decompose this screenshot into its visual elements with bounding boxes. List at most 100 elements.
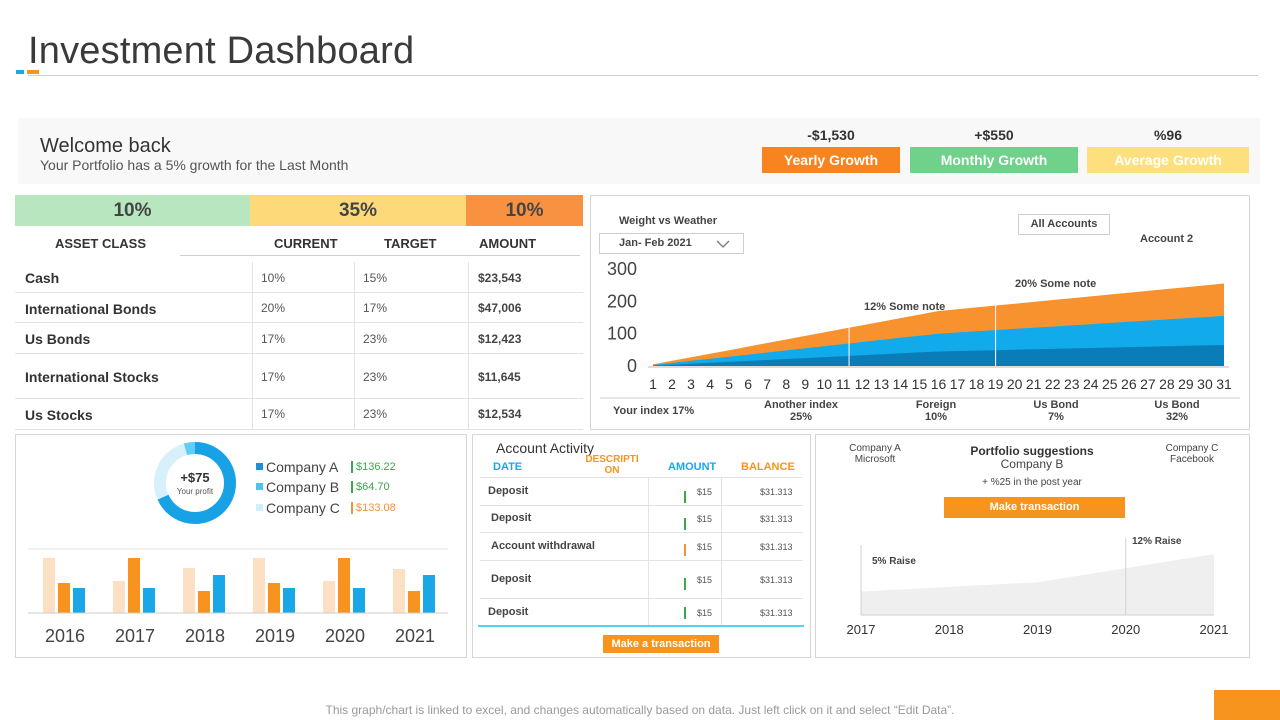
footer-index: Us Bond 7%: [1006, 399, 1106, 423]
raise-label-2: 12% Raise: [1132, 536, 1182, 547]
area-series-bottom: [653, 345, 1224, 366]
footer-index-value: 32%: [1165, 411, 1189, 423]
x-tick-label: 19: [988, 376, 1004, 392]
bar-series1: [113, 581, 125, 613]
activity-amount: $15: [697, 487, 713, 497]
bar-series2: [338, 558, 350, 613]
asset-name: Us Bonds: [25, 331, 91, 347]
asset-current: 17%: [261, 370, 286, 384]
activity-balance: $31.313: [760, 514, 793, 524]
account-label: Account 2: [1140, 233, 1194, 245]
footer-index-value: 7%: [1048, 411, 1064, 423]
company-c-sub: Facebook: [1170, 454, 1214, 465]
activity-mark: [684, 544, 686, 556]
asset-current: 20%: [261, 301, 286, 315]
bar-series3: [423, 575, 435, 613]
activity-header-balance: BALANCE: [741, 461, 795, 473]
x-tick-label: 16: [931, 376, 947, 392]
header-current: CURRENT: [274, 236, 338, 251]
bar-series3: [283, 588, 295, 613]
asset-target: 23%: [363, 370, 388, 384]
your-index-label: Your index 17%: [613, 405, 695, 417]
activity-divider: [480, 477, 803, 478]
footer-index-name: Another index: [764, 399, 838, 411]
footer-note: This graph/chart is linked to excel, and…: [325, 703, 955, 717]
raise-label-1: 5% Raise: [872, 556, 916, 567]
title-divider: [28, 75, 1258, 76]
asset-target: 17%: [363, 301, 388, 315]
asset-amount: $23,543: [478, 271, 522, 285]
average-growth-button[interactable]: Average Growth: [1087, 147, 1249, 173]
legend-company-a: Company A: [266, 459, 339, 475]
activity-row-divider: [480, 505, 803, 506]
asset-target: 15%: [363, 271, 388, 285]
yearly-growth-button[interactable]: Yearly Growth: [762, 147, 900, 173]
bar-series2: [198, 591, 210, 613]
x-tick-label: 1: [649, 376, 657, 392]
table-row-divider: [15, 292, 583, 293]
table-row-divider: [15, 353, 583, 354]
table-header-divider: [180, 255, 580, 256]
make-a-transaction-button[interactable]: Make a transaction: [603, 635, 719, 653]
growth-note: + %25 in the post year: [982, 477, 1082, 488]
y-tick-label: 100: [607, 324, 637, 344]
table-col-divider: [252, 262, 253, 430]
x-tick-label: 2019: [1023, 622, 1052, 637]
x-tick-label: 3: [687, 376, 695, 392]
x-tick-label: 30: [1197, 376, 1213, 392]
all-accounts-button[interactable]: All Accounts: [1018, 214, 1110, 235]
bar-series1: [183, 568, 195, 613]
asset-name: International Bonds: [25, 301, 157, 317]
asset-name: International Stocks: [25, 369, 159, 385]
x-tick-label: 8: [782, 376, 790, 392]
bar-category-label: 2021: [395, 626, 435, 646]
x-tick-label: 20: [1007, 376, 1023, 392]
welcome-subtitle: Your Portfolio has a 5% growth for the L…: [40, 157, 349, 173]
x-tick-label: 25: [1102, 376, 1118, 392]
accent-blue-mark: [16, 70, 24, 74]
asset-target: 23%: [363, 407, 388, 421]
header-asset-class: ASSET CLASS: [55, 236, 147, 251]
bar-series3: [213, 575, 225, 613]
corner-accent: [1214, 690, 1280, 720]
monthly-growth-button[interactable]: Monthly Growth: [910, 147, 1078, 173]
asset-name: Us Stocks: [25, 407, 93, 423]
make-transaction-button[interactable]: Make transaction: [944, 497, 1125, 518]
asset-current: 17%: [261, 407, 286, 421]
activity-header-description: DESCRIPTI ON: [585, 454, 639, 476]
chevron-down-icon: [716, 240, 730, 248]
footer-index-name: Foreign: [915, 399, 957, 411]
activity-balance: $31.313: [760, 575, 793, 585]
portfolio-suggestions-panel: [815, 434, 1250, 658]
x-tick-label: 5: [725, 376, 733, 392]
x-tick-label: 31: [1216, 376, 1232, 392]
donut-value: +$75: [180, 470, 210, 485]
bar-series2: [128, 558, 140, 613]
weather-chart-title: Weight vs Weather: [619, 215, 718, 227]
donut-label: Your profit: [176, 487, 214, 496]
monthly-growth-value: +$550: [974, 127, 1014, 143]
bar-series1: [43, 558, 55, 613]
asset-amount: $47,006: [478, 301, 522, 315]
activity-row-label: Deposit: [488, 606, 529, 618]
x-tick-label: 29: [1178, 376, 1194, 392]
bar-category-label: 2018: [185, 626, 225, 646]
legend-swatch-c: [256, 504, 263, 511]
footer-index: Another index 25%: [751, 399, 851, 423]
allocation-bar-1: 10%: [15, 195, 250, 226]
x-tick-label: 2017: [847, 622, 876, 637]
bar-series2: [268, 583, 280, 613]
x-tick-label: 6: [744, 376, 752, 392]
x-tick-label: 21: [1026, 376, 1042, 392]
date-range-value: Jan- Feb 2021: [619, 237, 692, 249]
x-tick-label: 4: [706, 376, 714, 392]
bar-series3: [143, 588, 155, 613]
accent-orange-mark: [27, 70, 39, 74]
page-title: Investment Dashboard: [28, 30, 415, 72]
date-range-select[interactable]: Jan- Feb 2021: [599, 233, 744, 254]
y-tick-label: 0: [627, 356, 637, 376]
activity-amount: $15: [697, 608, 713, 618]
activity-row-label: Account withdrawal: [491, 540, 595, 552]
account-activity-panel: [472, 434, 811, 658]
